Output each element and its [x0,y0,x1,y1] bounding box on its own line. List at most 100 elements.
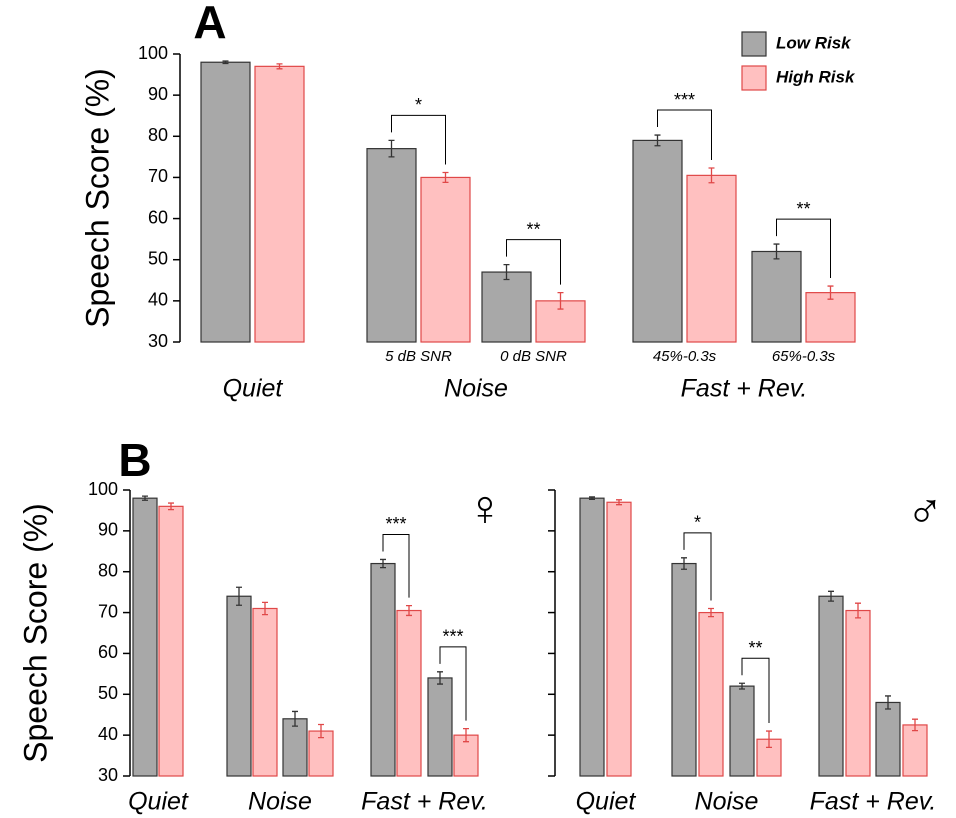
error-bar [406,604,412,617]
error-bar [437,671,443,685]
bar [481,271,532,343]
bar [226,595,252,777]
bar [396,609,422,777]
error-bar [912,718,918,732]
error-bar [318,723,324,739]
y-tick-label: 50 [98,683,118,703]
legend-swatch [741,65,767,91]
group-label: Quiet [223,375,284,403]
panel-label: A [193,0,226,48]
y-tick-label: 80 [148,125,168,145]
bar [200,61,251,343]
error-bar [442,171,449,184]
y-tick-label: 70 [148,166,168,186]
y-tick-label: 30 [148,331,168,351]
category-label: 45%-0.3s [653,348,717,365]
bar [818,595,844,777]
significance-bracket [741,657,770,724]
group-label: Noise [695,788,759,816]
bar [420,176,471,343]
error-bar [773,243,780,260]
category-label: 65%-0.3s [772,348,836,365]
y-tick-label: 80 [98,560,118,580]
significance-label: ** [796,199,810,219]
error-bar [262,601,268,616]
error-bar [503,264,510,281]
bar [132,497,158,777]
error-bar [654,134,661,147]
group-label: Fast + Rev. [361,788,488,816]
error-bar [708,167,715,184]
error-bar [168,502,174,511]
bar [579,497,605,777]
bar [158,505,184,777]
y-tick-label: 90 [98,520,118,540]
error-bar [388,139,395,158]
bar [686,174,737,343]
significance-bracket [776,218,831,279]
bar [671,562,697,777]
significance-label: *** [674,90,695,110]
legend-label: High Risk [776,67,856,86]
bar [427,677,453,777]
significance-label: *** [385,514,406,534]
group-label: Quiet [128,788,189,816]
bar [875,701,901,777]
error-bar [885,695,891,710]
significance-bracket [683,532,712,601]
bar [805,292,856,343]
significance-bracket [657,109,712,160]
error-bar [142,495,148,501]
error-bar [681,557,687,570]
error-bar [292,710,298,727]
bar [366,148,417,343]
bar [902,724,928,777]
sex-symbol: ♀ [466,480,504,536]
sex-symbol: ♂ [906,483,944,539]
bar [632,139,683,343]
bar [254,65,305,343]
significance-label: ** [526,219,540,239]
y-tick-label: 30 [98,765,118,785]
significance-label: * [694,513,701,533]
y-tick-label: 60 [148,207,168,227]
error-bar [739,682,745,690]
bar [606,501,632,777]
bar [845,609,871,777]
error-bar [708,607,714,618]
error-bar [827,285,834,300]
y-tick-label: 100 [88,479,118,499]
y-tick-label: 90 [148,84,168,104]
bar [370,562,396,777]
bar [751,250,802,343]
group-label: Fast + Rev. [810,788,937,816]
significance-label: * [415,95,422,115]
significance-bracket [391,114,446,165]
bar [729,685,755,777]
legend-swatch [741,31,767,57]
y-axis-label: Speech Score (%) [79,68,115,328]
error-bar [380,558,386,569]
error-bar [828,590,834,602]
group-label: Noise [248,788,312,816]
group-label: Fast + Rev. [681,375,808,403]
error-bar [557,291,564,310]
error-bar [616,499,622,506]
error-bar [855,602,861,619]
bar [698,611,724,777]
error-bar [463,727,469,743]
y-tick-label: 40 [98,724,118,744]
error-bar [766,730,772,749]
y-tick-label: 60 [98,642,118,662]
bar [282,718,308,777]
y-tick-label: 70 [98,601,118,621]
group-label: Noise [444,375,508,403]
y-axis-label: Speech Score (%) [17,503,53,763]
group-label: Quiet [576,788,637,816]
significance-bracket [382,533,410,598]
significance-bracket [506,239,561,285]
category-label: 5 dB SNR [385,348,452,365]
legend-label: Low Risk [776,33,852,52]
significance-label: ** [748,638,762,658]
